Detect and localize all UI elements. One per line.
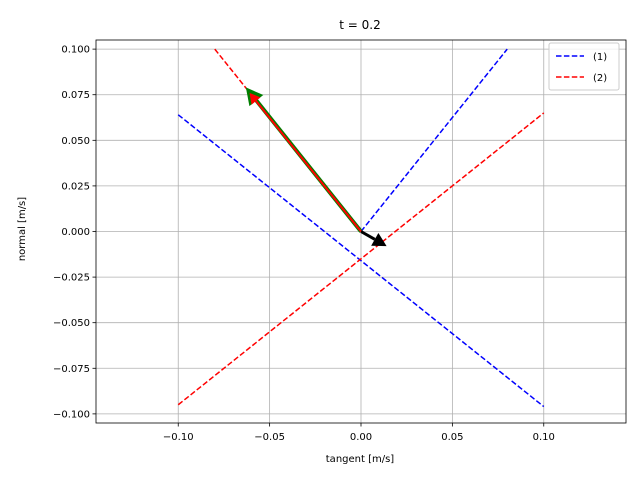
y-axis-ticks: 0.100 0.075 0.050 0.025 0.000 −0.025 −0.050 −0.… xyxy=(53,45,96,420)
arrow-shaft xyxy=(360,230,376,241)
y-tick-label: 0.100 xyxy=(61,45,90,56)
x-tick-label: 0.05 xyxy=(441,432,463,443)
legend: (1) (2) xyxy=(548,42,620,91)
arrows-layer xyxy=(245,87,387,247)
y-tick-label: 0.075 xyxy=(61,90,90,101)
velocity-arrow-black xyxy=(360,230,387,247)
y-tick-label: −0.050 xyxy=(53,318,90,329)
y-tick-label: 0.000 xyxy=(61,227,90,238)
y-tick-label: 0.025 xyxy=(61,181,90,192)
y-tick-label: −0.075 xyxy=(53,364,90,375)
chart-title: t = 0.2 xyxy=(339,18,380,32)
x-axis-label: tangent [m/s] xyxy=(326,454,395,465)
legend-box xyxy=(548,42,620,91)
series-2-line xyxy=(177,112,545,406)
legend-label-series-2: (2) xyxy=(593,73,607,84)
x-tick-label: −0.10 xyxy=(163,432,194,443)
series-1-line xyxy=(360,48,508,232)
legend-label-series-1: (1) xyxy=(593,52,607,63)
y-tick-label: −0.025 xyxy=(53,273,90,284)
x-tick-label: 0.10 xyxy=(533,432,555,443)
x-axis-ticks: −0.10 −0.05 0.00 0.05 0.10 xyxy=(163,423,555,443)
y-tick-label: −0.100 xyxy=(53,409,90,420)
x-tick-label: −0.05 xyxy=(254,432,285,443)
x-tick-label: 0.00 xyxy=(350,432,372,443)
y-axis-label: normal [m/s] xyxy=(17,197,28,261)
y-tick-label: 0.050 xyxy=(61,136,90,147)
series-1-line xyxy=(177,114,545,408)
arrow-head xyxy=(371,233,387,247)
arrow-shaft xyxy=(255,100,362,233)
arrow-head xyxy=(249,92,261,105)
velocity-arrow-red xyxy=(249,92,362,233)
